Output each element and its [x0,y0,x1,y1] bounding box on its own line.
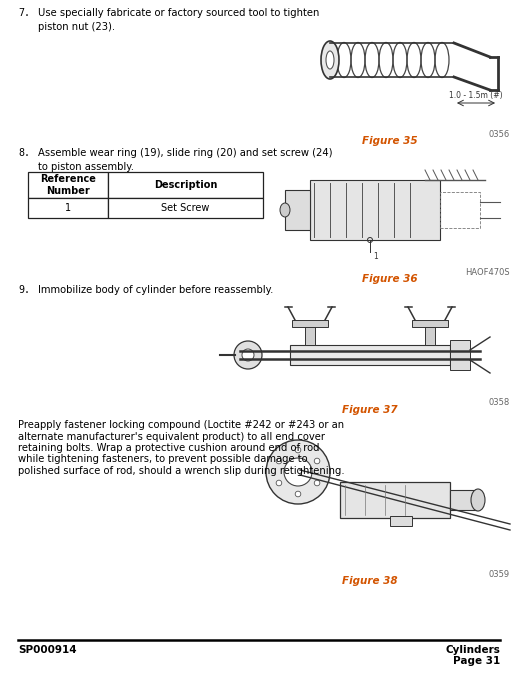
Text: 1.0 - 1.5m (#): 1.0 - 1.5m (#) [449,91,503,100]
Text: Set Screw: Set Screw [161,203,210,213]
Ellipse shape [471,489,485,511]
Circle shape [276,458,282,464]
Bar [108,198,263,218]
Bar [292,320,328,327]
Bar [450,340,470,370]
Text: 1: 1 [373,252,378,261]
Text: 0359: 0359 [489,570,510,579]
Text: Description: Description [154,180,217,190]
Text: Figure 36: Figure 36 [362,274,418,284]
Bar [412,320,448,327]
Text: 0356: 0356 [489,130,510,139]
Bar [340,482,450,518]
Circle shape [266,440,330,504]
Bar [28,172,108,198]
Bar [305,327,315,345]
Text: Figure 37: Figure 37 [342,405,398,415]
Bar [390,516,412,526]
Text: Page 31: Page 31 [453,656,500,666]
Bar [310,180,440,240]
Circle shape [276,480,282,486]
Text: 1: 1 [65,203,71,213]
Text: Figure 35: Figure 35 [362,136,418,146]
Text: polished surface of rod, should a wrench slip during retightening.: polished surface of rod, should a wrench… [18,466,344,476]
Circle shape [314,480,320,486]
Text: Immobilize body of cylinder before reassembly.: Immobilize body of cylinder before reass… [38,285,274,295]
Bar [108,172,263,198]
Text: Use specially fabricate or factory sourced tool to tighten
piston nut (23).: Use specially fabricate or factory sourc… [38,8,320,32]
Circle shape [234,341,262,369]
Ellipse shape [326,51,334,69]
Circle shape [295,491,301,497]
Bar [425,327,435,345]
Text: SP000914: SP000914 [18,645,77,655]
Text: 9.: 9. [18,285,30,295]
Text: Reference
Number: Reference Number [40,174,96,196]
Text: while tightening fasteners, to prevent possible damage to: while tightening fasteners, to prevent p… [18,454,308,464]
Bar [450,490,478,510]
Text: Assemble wear ring (19), slide ring (20) and set screw (24)
to piston assembly.: Assemble wear ring (19), slide ring (20)… [38,148,333,172]
Bar [285,190,310,230]
Circle shape [242,349,254,361]
Text: alternate manufacturer's equivalent product) to all end cover: alternate manufacturer's equivalent prod… [18,431,325,441]
Ellipse shape [321,41,339,79]
Bar [28,198,108,218]
Text: 7.: 7. [18,8,30,18]
Text: retaining bolts. Wrap a protective cushion around end of rod: retaining bolts. Wrap a protective cushi… [18,443,320,453]
Text: 8.: 8. [18,148,30,158]
Ellipse shape [280,203,290,217]
Text: 0358: 0358 [489,398,510,407]
Text: HAOF470S: HAOF470S [465,268,510,277]
Text: Preapply fastener locking compound (Loctite #242 or #243 or an: Preapply fastener locking compound (Loct… [18,420,344,430]
Circle shape [284,458,312,486]
Circle shape [295,448,301,453]
Bar [440,192,480,228]
Circle shape [314,458,320,464]
Text: Cylinders: Cylinders [445,645,500,655]
Text: Figure 38: Figure 38 [342,576,398,586]
Bar [290,345,450,365]
